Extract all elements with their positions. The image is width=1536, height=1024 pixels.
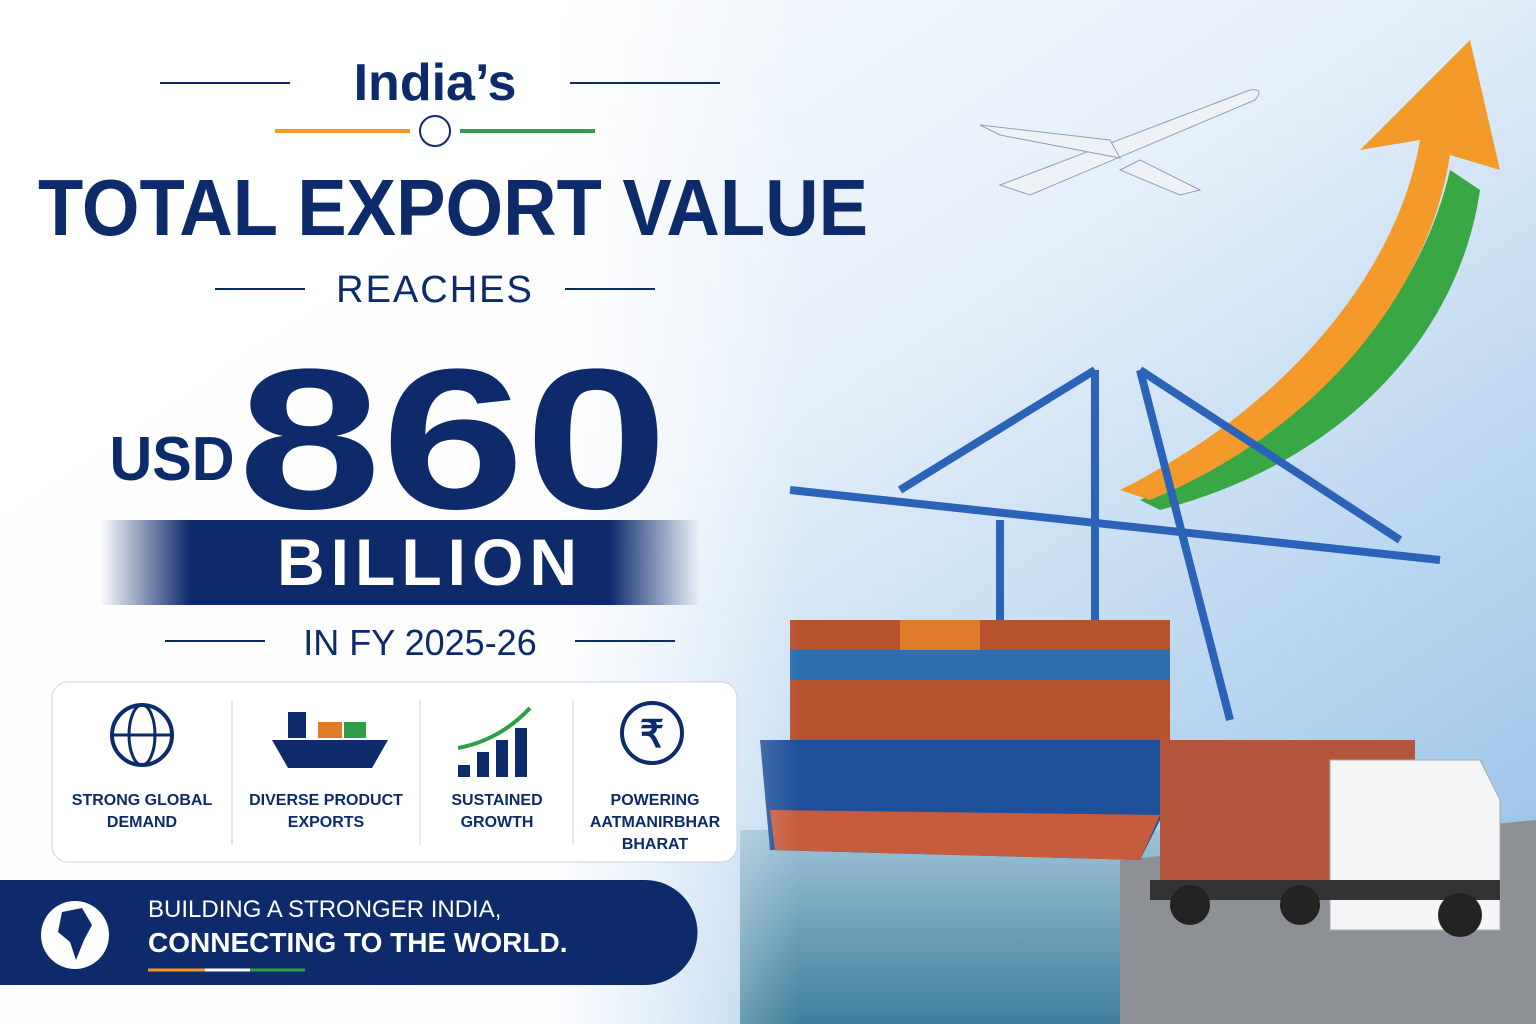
- ship-bottom: [770, 810, 1160, 860]
- footer-line1: BUILDING A STRONGER INDIA,: [148, 896, 501, 923]
- connector: REACHES: [336, 269, 534, 311]
- svg-text:₹: ₹: [640, 714, 664, 756]
- india-map: [58, 908, 92, 960]
- chakra: [419, 115, 451, 147]
- arrow-green: [1140, 170, 1480, 510]
- kicker: India’s: [354, 54, 517, 112]
- icons: ₹: [110, 701, 684, 777]
- containers: [790, 620, 1170, 740]
- unit: BILLION: [277, 525, 583, 599]
- footer-bar: [0, 880, 698, 985]
- rules: [160, 82, 720, 642]
- dividers: [231, 700, 574, 845]
- title: TOTAL EXPORT VALUE: [38, 163, 868, 252]
- feature-box: [51, 681, 738, 863]
- feature-label: POWERING AATMANIRBHAR BHARAT: [589, 792, 721, 853]
- crane: [789, 366, 1441, 721]
- feature-label: DIVERSE PRODUCT EXPORTS: [249, 792, 403, 831]
- amount: 860: [238, 328, 668, 551]
- airplane: [979, 89, 1260, 196]
- arrow-orange: [1120, 40, 1500, 500]
- feature-label: STRONG GLOBAL DEMAND: [71, 792, 213, 831]
- banner: [100, 520, 700, 605]
- truck: [1150, 740, 1501, 937]
- footer-line2: CONNECTING TO THE WORLD.: [148, 927, 567, 958]
- period: IN FY 2025-26: [303, 622, 536, 663]
- currency: USD: [110, 425, 235, 494]
- feature-label: SUSTAINED GROWTH: [451, 792, 543, 831]
